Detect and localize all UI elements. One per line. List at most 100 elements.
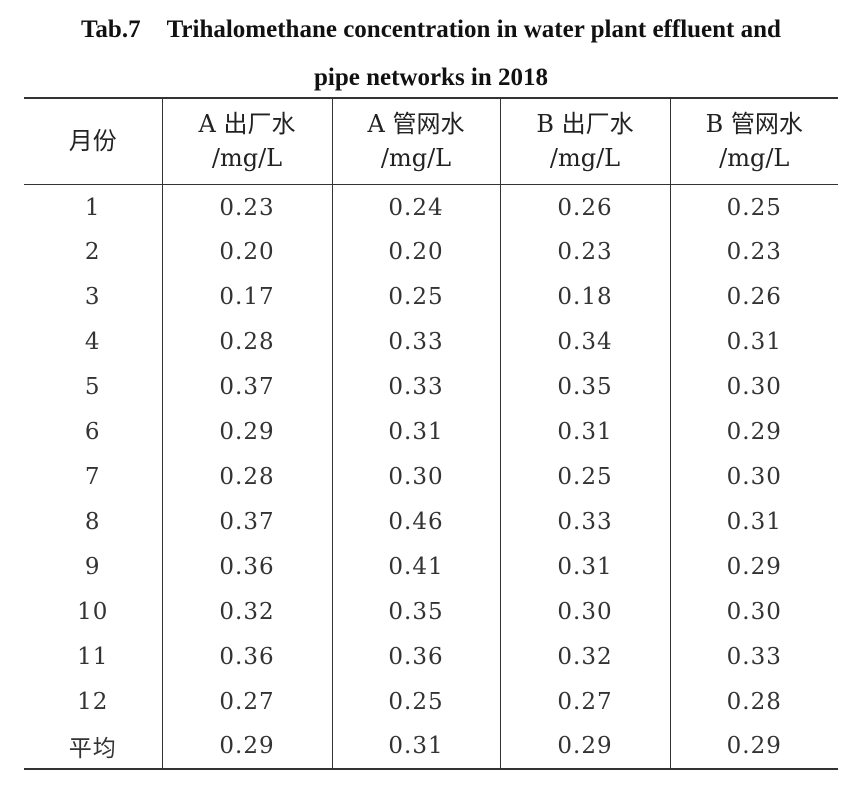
column-header-a-plant-effluent: A 出厂水 /mg/L xyxy=(161,97,332,185)
thm-concentration-table: 月份 A 出厂水 /mg/L A 管网水 /mg/L B 出厂水 /mg/L B… xyxy=(24,97,838,770)
column-header-month: 月份 xyxy=(24,97,162,185)
cell-a-pipe-network: 0.31 xyxy=(331,409,500,454)
cell-b-pipe-network: 0.30 xyxy=(669,454,838,499)
cell-a-pipe-network: 0.41 xyxy=(331,544,500,589)
cell-b-pipe-network: 0.29 xyxy=(669,544,838,589)
column-header-b-pipe-network: B 管网水 /mg/L xyxy=(669,97,838,185)
caption-line-1: Tab.7 Trihalomethane concentration in wat… xyxy=(0,6,862,54)
column-header-label: 月份 xyxy=(68,127,117,156)
cell-a-plant-effluent: 0.29 xyxy=(161,724,332,770)
cell-a-plant-effluent: 0.28 xyxy=(161,454,332,499)
cell-b-plant-effluent: 0.32 xyxy=(499,634,670,679)
cell-month: 9 xyxy=(84,553,101,580)
cell-month: 5 xyxy=(84,373,101,400)
cell-b-pipe-network: 0.33 xyxy=(669,634,838,679)
table-header: 月份 A 出厂水 /mg/L A 管网水 /mg/L B 出厂水 /mg/L B… xyxy=(24,97,838,185)
cell-b-plant-effluent: 0.25 xyxy=(499,454,670,499)
cell-a-plant-effluent: 0.17 xyxy=(161,274,332,319)
table-number: Tab.7 xyxy=(81,16,141,43)
cell-b-plant-effluent: 0.18 xyxy=(499,274,670,319)
table-row: 12 0.27 0.25 0.27 0.28 xyxy=(24,679,838,724)
column-header-label: B 出厂水 xyxy=(536,110,634,139)
cell-month: 12 xyxy=(77,688,109,715)
cell-b-plant-effluent: 0.34 xyxy=(499,319,670,364)
column-header-unit: /mg/L xyxy=(211,144,283,173)
table-row: 2 0.20 0.20 0.23 0.23 xyxy=(24,229,838,274)
column-header-unit: /mg/L xyxy=(719,144,790,173)
cell-b-pipe-network: 0.26 xyxy=(669,274,838,319)
cell-month: 7 xyxy=(84,463,101,490)
cell-a-pipe-network: 0.33 xyxy=(331,319,500,364)
cell-a-plant-effluent: 0.37 xyxy=(161,364,332,409)
cell-month: 3 xyxy=(84,283,101,310)
cell-month: 2 xyxy=(84,238,101,265)
cell-b-plant-effluent: 0.23 xyxy=(499,229,670,274)
cell-a-pipe-network: 0.30 xyxy=(331,454,500,499)
cell-a-plant-effluent: 0.23 xyxy=(161,184,332,229)
cell-a-plant-effluent: 0.32 xyxy=(161,589,332,634)
cell-b-pipe-network: 0.28 xyxy=(669,679,838,724)
table-row: 3 0.17 0.25 0.18 0.26 xyxy=(24,274,838,319)
column-header-label: A 管网水 xyxy=(367,110,465,139)
column-header-a-pipe-network: A 管网水 /mg/L xyxy=(331,97,500,185)
table-row: 6 0.29 0.31 0.31 0.29 xyxy=(24,409,838,454)
cell-a-plant-effluent: 0.36 xyxy=(161,634,332,679)
table-row: 4 0.28 0.33 0.34 0.31 xyxy=(24,319,838,364)
table-row: 8 0.37 0.46 0.33 0.31 xyxy=(24,499,838,544)
cell-a-pipe-network: 0.35 xyxy=(331,589,500,634)
cell-a-plant-effluent: 0.28 xyxy=(161,319,332,364)
cell-b-plant-effluent: 0.30 xyxy=(499,589,670,634)
cell-b-plant-effluent: 0.35 xyxy=(499,364,670,409)
table-row: 1 0.23 0.24 0.26 0.25 xyxy=(24,184,838,229)
cell-month: 10 xyxy=(77,598,109,625)
cell-a-pipe-network: 0.24 xyxy=(331,184,500,229)
column-header-label: B 管网水 xyxy=(705,110,803,139)
cell-a-pipe-network: 0.25 xyxy=(331,679,500,724)
column-header-unit: /mg/L xyxy=(380,144,452,173)
cell-b-plant-effluent: 0.33 xyxy=(499,499,670,544)
cell-month: 11 xyxy=(77,643,109,670)
cell-b-pipe-network: 0.25 xyxy=(669,184,838,229)
cell-a-pipe-network: 0.20 xyxy=(331,229,500,274)
cell-month: 6 xyxy=(84,418,101,445)
table-row: 9 0.36 0.41 0.31 0.29 xyxy=(24,544,838,589)
cell-a-pipe-network: 0.25 xyxy=(331,274,500,319)
cell-a-plant-effluent: 0.37 xyxy=(161,499,332,544)
cell-b-plant-effluent: 0.31 xyxy=(499,544,670,589)
cell-b-plant-effluent: 0.29 xyxy=(499,724,670,770)
cell-a-pipe-network: 0.46 xyxy=(331,499,500,544)
cell-a-pipe-network: 0.36 xyxy=(331,634,500,679)
cell-b-pipe-network: 0.31 xyxy=(669,319,838,364)
caption-title-line-2: pipe networks in 2018 xyxy=(313,64,549,91)
cell-a-plant-effluent: 0.20 xyxy=(161,229,332,274)
table-caption: Tab.7 Trihalomethane concentration in wat… xyxy=(0,6,862,102)
cell-b-pipe-network: 0.30 xyxy=(669,589,838,634)
cell-b-pipe-network: 0.23 xyxy=(669,229,838,274)
table-row: 平均 0.29 0.31 0.29 0.29 xyxy=(24,724,838,770)
table-row: 7 0.28 0.30 0.25 0.30 xyxy=(24,454,838,499)
cell-b-plant-effluent: 0.26 xyxy=(499,184,670,229)
column-header-label: A 出厂水 xyxy=(198,110,296,139)
cell-a-plant-effluent: 0.29 xyxy=(161,409,332,454)
cell-month: 8 xyxy=(84,508,101,535)
cell-b-pipe-network: 0.29 xyxy=(669,409,838,454)
table-body: 1 0.23 0.24 0.26 0.25 2 0.20 0.20 0.23 0.23 3 0.17 0… xyxy=(24,184,838,770)
header-row: 月份 A 出厂水 /mg/L A 管网水 /mg/L B 出厂水 /mg/L B… xyxy=(24,97,838,185)
cell-month: 1 xyxy=(84,194,101,221)
cell-b-pipe-network: 0.29 xyxy=(669,724,838,770)
cell-a-plant-effluent: 0.27 xyxy=(161,679,332,724)
cell-b-plant-effluent: 0.27 xyxy=(499,679,670,724)
caption-title-line-1: Trihalomethane concentration in water pl… xyxy=(166,16,781,43)
table-row: 10 0.32 0.35 0.30 0.30 xyxy=(24,589,838,634)
cell-b-pipe-network: 0.30 xyxy=(669,364,838,409)
table-row: 5 0.37 0.33 0.35 0.30 xyxy=(24,364,838,409)
cell-b-pipe-network: 0.31 xyxy=(669,499,838,544)
cell-month: 平均 xyxy=(24,724,162,770)
column-header-unit: /mg/L xyxy=(549,144,621,173)
table-row: 11 0.36 0.36 0.32 0.33 xyxy=(24,634,838,679)
cell-a-pipe-network: 0.31 xyxy=(331,724,500,770)
cell-month: 4 xyxy=(84,328,101,355)
cell-a-pipe-network: 0.33 xyxy=(331,364,500,409)
column-header-b-plant-effluent: B 出厂水 /mg/L xyxy=(499,97,670,185)
cell-a-plant-effluent: 0.36 xyxy=(161,544,332,589)
